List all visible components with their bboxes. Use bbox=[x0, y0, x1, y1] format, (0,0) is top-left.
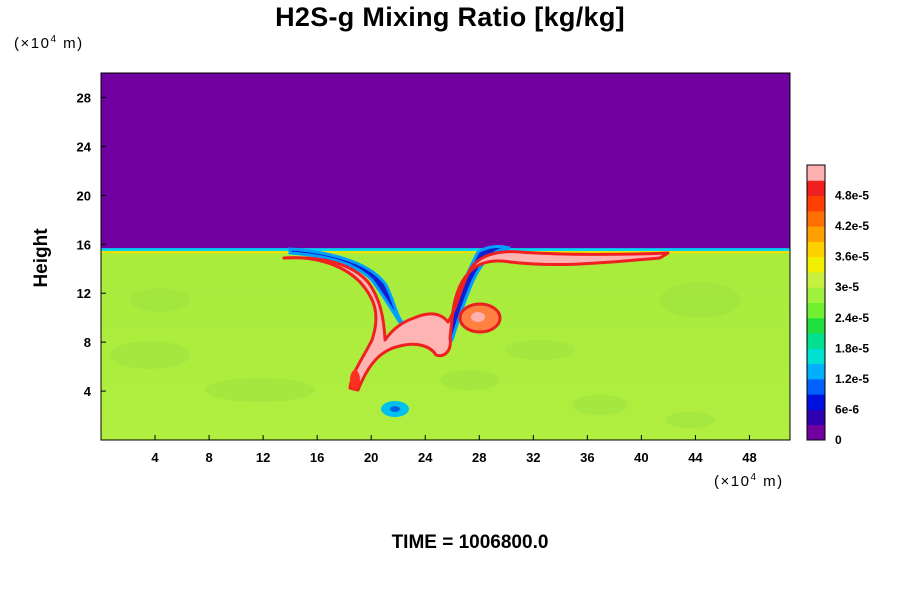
y-tick-label: 12 bbox=[77, 286, 91, 301]
colorbar-tick-label: 2.4e-5 bbox=[835, 311, 869, 325]
colorbar-tick-label: 3.6e-5 bbox=[835, 250, 869, 264]
colorbar-segment bbox=[807, 333, 825, 349]
texture-swirl bbox=[665, 412, 715, 428]
x-tick-label: 44 bbox=[688, 450, 703, 465]
x-tick-label: 12 bbox=[256, 450, 270, 465]
texture-swirl bbox=[572, 395, 628, 415]
colorbar-segment bbox=[807, 241, 825, 258]
y-tick-label: 20 bbox=[77, 188, 91, 203]
cool-eddy-core bbox=[390, 406, 400, 412]
x-tick-label: 20 bbox=[364, 450, 378, 465]
eddy-core bbox=[471, 312, 485, 322]
colorbar-segment bbox=[807, 424, 825, 441]
texture-swirl bbox=[440, 370, 500, 390]
x-tick-label: 40 bbox=[634, 450, 648, 465]
interface-band-warm bbox=[101, 251, 790, 254]
colorbar-segment bbox=[807, 226, 825, 242]
colorbar-tick-label: 4.8e-5 bbox=[835, 189, 869, 203]
x-tick-label: 32 bbox=[526, 450, 540, 465]
colorbar-tick-label: 1.2e-5 bbox=[835, 372, 869, 386]
colorbar-tick-label: 3e-5 bbox=[835, 280, 859, 294]
colorbar-frame bbox=[806, 164, 826, 441]
plot-frame bbox=[100, 72, 791, 441]
colorbar-segment bbox=[807, 394, 825, 410]
colorbar-segment bbox=[807, 256, 825, 273]
colorbar-tick-label: 0 bbox=[835, 433, 842, 447]
colorbar-tick-label: 1.8e-5 bbox=[835, 341, 869, 355]
colorbar-segment bbox=[807, 165, 825, 181]
y-tick-label: 4 bbox=[84, 384, 92, 399]
upper-region bbox=[101, 73, 790, 250]
texture-swirl bbox=[505, 340, 575, 360]
colorbar-segment bbox=[807, 302, 825, 319]
texture-swirl bbox=[205, 378, 315, 402]
y-tick-label: 16 bbox=[77, 237, 91, 252]
colorbar-segment bbox=[807, 195, 825, 212]
colorbar-segment bbox=[807, 363, 825, 380]
x-tick-label: 16 bbox=[310, 450, 324, 465]
colorbar-segment bbox=[807, 317, 825, 334]
chart-title: H2S-g Mixing Ratio [kg/kg] bbox=[275, 2, 625, 32]
y-axis-unit: (×104 m) bbox=[14, 34, 84, 52]
interface-band bbox=[101, 248, 790, 252]
x-axis-unit: (×104 m) bbox=[714, 472, 784, 490]
colorbar-segment bbox=[807, 409, 825, 426]
colorbar-segment bbox=[807, 271, 825, 288]
colorbar-segment bbox=[807, 287, 825, 303]
colorbar-segment bbox=[807, 348, 825, 365]
x-tick-label: 4 bbox=[151, 450, 159, 465]
texture-swirl bbox=[130, 288, 190, 312]
time-label: TIME = 1006800.0 bbox=[391, 532, 549, 553]
colorbar-segment bbox=[807, 180, 825, 197]
colorbar-tick-label: 4.2e-5 bbox=[835, 219, 869, 233]
texture-swirl bbox=[110, 341, 190, 369]
colorbar-segment bbox=[807, 210, 825, 227]
x-tick-label: 24 bbox=[418, 450, 433, 465]
colorbar-segment bbox=[807, 378, 825, 395]
x-tick-label: 36 bbox=[580, 450, 594, 465]
y-tick-label: 28 bbox=[77, 90, 91, 105]
texture-swirl bbox=[660, 282, 740, 318]
eddy-left bbox=[350, 370, 360, 390]
colorbar-tick-label: 6e-6 bbox=[835, 402, 859, 416]
x-tick-label: 48 bbox=[742, 450, 756, 465]
trough-region bbox=[288, 245, 511, 342]
x-tick-label: 8 bbox=[205, 450, 212, 465]
y-tick-label: 8 bbox=[84, 335, 91, 350]
y-tick-label: 24 bbox=[77, 139, 92, 154]
x-tick-label: 28 bbox=[472, 450, 486, 465]
